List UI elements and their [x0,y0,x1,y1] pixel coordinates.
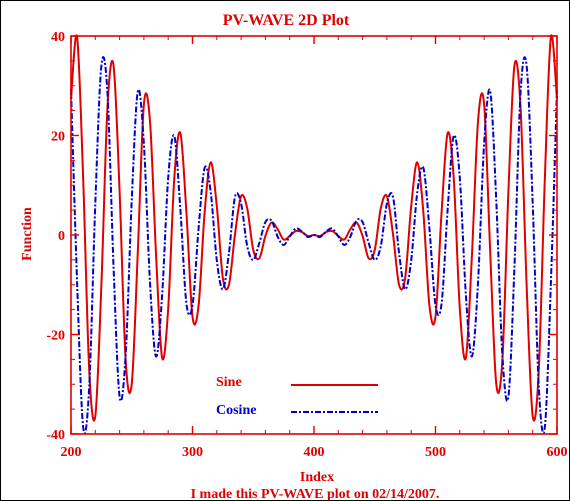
legend: Sine Cosine [216,375,378,418]
series-layer [70,34,558,435]
legend-label-cosine: Cosine [216,403,256,418]
x-tick-label: 500 [425,445,446,460]
x-tick-label: 200 [61,445,82,460]
footer-note: I made this PV-WAVE plot on 02/14/2007. [191,487,440,500]
chart-title: PV-WAVE 2D Plot [223,12,350,29]
y-tick-label: -40 [46,428,65,443]
x-tick-label: 300 [182,445,203,460]
series-line-cosine [70,56,558,435]
y-axis-label: Function [20,207,35,261]
y-tick-label: 40 [51,30,65,45]
series-line-sine [70,34,558,422]
y-tick-label: 20 [51,130,65,145]
y-tick-label: -20 [46,329,65,344]
tick-layer: 200 300 400 500 600 -40 -20 0 20 40 [46,30,567,460]
x-tick-label: 400 [304,445,325,460]
x-tick-label: 600 [547,445,568,460]
y-tick-label: 0 [58,229,65,244]
x-axis-label: Index [300,470,334,485]
legend-label-sine: Sine [216,375,242,390]
